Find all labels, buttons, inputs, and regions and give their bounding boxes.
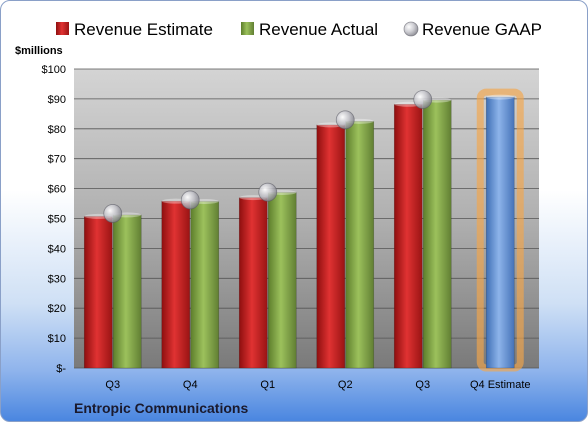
legend-swatch — [56, 22, 69, 35]
legend-label: Revenue Actual — [259, 20, 378, 39]
y-tick-label: $40 — [48, 243, 66, 255]
y-tick-label: $100 — [42, 64, 66, 76]
y-tick-label: $80 — [48, 124, 66, 136]
y-tick-label: $50 — [48, 214, 66, 226]
y-tick-label: $- — [56, 363, 66, 375]
x-tick-label: Q4 Estimate — [470, 379, 531, 391]
revenue-actual-bar — [422, 99, 452, 369]
x-tick-label: Q3 — [415, 379, 430, 391]
x-tick-label: Q3 — [105, 379, 120, 391]
revenue-estimate-bar — [316, 124, 346, 369]
revenue-estimate-bar — [161, 200, 191, 369]
revenue-actual-bar — [345, 121, 375, 369]
y-axis-unit-label: $millions — [15, 45, 63, 57]
revenue-actual-bar — [190, 201, 220, 369]
y-tick-label: $10 — [48, 333, 66, 345]
legend-swatch — [241, 22, 254, 35]
revenue-gaap-marker — [180, 190, 200, 210]
q4-estimate-bar — [485, 96, 515, 369]
x-tick-label: Q2 — [338, 379, 353, 391]
y-tick-label: $30 — [48, 273, 66, 285]
revenue-actual-bar — [112, 214, 142, 369]
y-tick-label: $90 — [48, 94, 66, 106]
x-tick-label: Q1 — [260, 379, 275, 391]
revenue-estimate-bar — [83, 216, 113, 369]
revenue-gaap-marker — [335, 110, 355, 130]
revenue-gaap-marker — [258, 182, 278, 202]
y-tick-label: $70 — [48, 154, 66, 166]
legend-label: Revenue GAAP — [422, 20, 542, 39]
company-name: Entropic Communications — [74, 400, 248, 416]
revenue-estimate-bar — [238, 197, 268, 369]
y-tick-label: $60 — [48, 184, 66, 196]
revenue-gaap-marker — [413, 90, 433, 109]
revenue-actual-bar — [267, 192, 297, 369]
revenue-gaap-marker — [103, 204, 123, 223]
legend-gaap-marker — [403, 21, 419, 37]
y-tick-label: $20 — [48, 303, 66, 315]
x-tick-label: Q4 — [183, 379, 198, 391]
revenue-estimate-bar — [393, 103, 423, 369]
q4-estimate-bar-top — [486, 94, 515, 100]
legend-label: Revenue Estimate — [74, 20, 213, 39]
